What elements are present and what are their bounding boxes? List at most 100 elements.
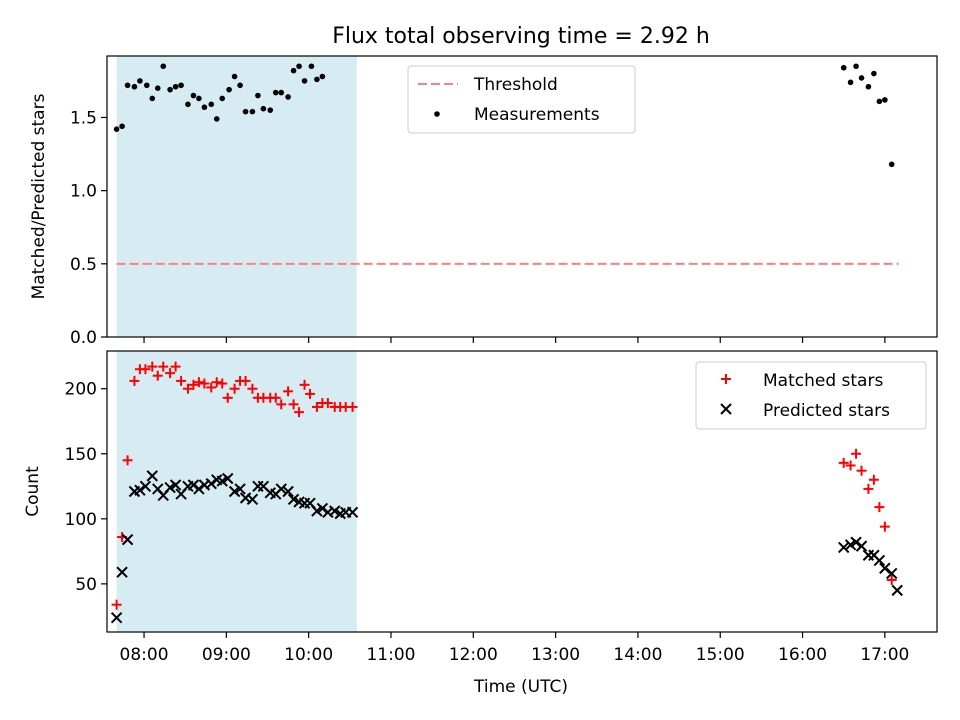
- matched-star-marker: [222, 392, 233, 403]
- measurement-point: [237, 82, 243, 89]
- predicted-star-marker-b: [322, 506, 334, 519]
- predicted-star-marker-b: [855, 540, 868, 552]
- x-axis-label: Time (UTC): [473, 677, 568, 697]
- x-tick-label: 15:00: [696, 645, 745, 665]
- predicted-star-marker-b: [228, 485, 241, 498]
- predicted-star-marker-b: [850, 536, 862, 548]
- measurement-point: [871, 70, 877, 77]
- matched-star-marker: [311, 401, 322, 412]
- measurement-point: [185, 101, 191, 108]
- predicted-star-marker-b: [198, 479, 211, 491]
- bottom-x-axis-ticks: 08:00 09:00 10:00 11:00 12:00 13:00 14:00 15:00…: [120, 632, 909, 665]
- matched-star-marker: [863, 483, 874, 494]
- measurement-point: [160, 63, 167, 70]
- measurement-point: [255, 92, 261, 99]
- top-x-axis-ticks: [143, 337, 886, 343]
- predicted-star-marker: [234, 483, 246, 495]
- predicted-star-marker: [316, 502, 329, 515]
- measurement-point: [314, 76, 320, 83]
- predicted-star-marker-b: [311, 505, 323, 517]
- predicted-star-marker-b: [304, 497, 316, 509]
- predicted-star-marker: [110, 611, 123, 624]
- x-tick-label: 17:00: [860, 645, 909, 665]
- predicted-star-marker: [311, 505, 323, 517]
- predicted-star-marker: [346, 506, 359, 519]
- predicted-star-marker: [116, 566, 128, 578]
- matched-star-marker: [856, 465, 867, 476]
- measurement-point: [876, 98, 883, 105]
- top-y-tick-label: 0.0: [70, 328, 97, 348]
- matched-star-marker: [217, 378, 228, 389]
- predicted-star-marker-b: [146, 470, 158, 482]
- legend-matched-marker: [721, 374, 731, 384]
- predicted-star-marker-b: [293, 496, 305, 508]
- predicted-star-marker: [855, 540, 868, 552]
- predicted-star-marker-b: [169, 479, 182, 491]
- predicted-star-marker: [891, 584, 903, 597]
- predicted-star-marker-b: [264, 487, 276, 499]
- matched-star-marker: [305, 388, 316, 399]
- x-tick-label: 10:00: [284, 645, 333, 665]
- predicted-star-marker-b: [110, 611, 123, 624]
- measurement-point: [143, 82, 150, 89]
- predicted-star-marker: [216, 475, 228, 487]
- measurement-point: [260, 105, 267, 112]
- bottom-y-tick-label: 150: [65, 445, 97, 465]
- measurement-point: [131, 83, 138, 90]
- bottom-panel: 50 100 150 200 08:00 09:00 10:00 11:00 12:00 13:…: [23, 350, 938, 665]
- measurement-point: [888, 161, 895, 168]
- matched-star-marker: [206, 382, 217, 393]
- measurement-point: [285, 94, 291, 100]
- x-tick-label: 13:00: [531, 645, 580, 665]
- predicted-star-marker-b: [879, 562, 891, 574]
- legend-matched-label: Matched stars: [763, 371, 883, 391]
- predicted-star-marker-b: [886, 567, 898, 580]
- measurement-point: [853, 63, 859, 70]
- legend-predicted-marker-b: [720, 403, 732, 415]
- matched-star-marker: [299, 379, 310, 390]
- predicted-star-marker-b: [193, 483, 205, 495]
- predicted-star-marker: [164, 481, 176, 494]
- measurement-point: [167, 86, 173, 93]
- predicted-star-marker-b: [275, 483, 287, 495]
- matched-star-marker: [182, 383, 193, 394]
- predicted-star-marker: [844, 539, 857, 551]
- bottom-axes-frame: [106, 350, 938, 633]
- chart-title: Flux total observing time = 2.92 h: [332, 24, 710, 49]
- x-tick-label: 12:00: [449, 645, 498, 665]
- legend-threshold-label: Threshold: [473, 75, 558, 95]
- measurement-point: [267, 107, 274, 113]
- predicted-star-marker: [134, 484, 146, 496]
- measurement-point: [840, 64, 847, 71]
- legend-measurements-swatch: [434, 111, 440, 117]
- matched-star-marker: [165, 368, 176, 379]
- predicted-stars-markers: [110, 470, 903, 624]
- measurement-point: [231, 73, 238, 80]
- measurement-point: [278, 89, 285, 96]
- matched-star-marker: [193, 377, 204, 388]
- predicted-star-marker-b: [838, 541, 850, 554]
- matched-star-marker: [838, 457, 849, 468]
- measurement-point: [308, 63, 315, 70]
- predicted-star-marker: [275, 483, 287, 495]
- measurement-point: [301, 78, 308, 84]
- matched-star-marker: [868, 474, 879, 485]
- measurement-point: [319, 73, 326, 80]
- x-tick-label: 14:00: [613, 645, 662, 665]
- bottom-y-tick-label: 200: [65, 380, 97, 400]
- predicted-star-marker-b: [205, 477, 217, 490]
- matched-star-marker: [247, 383, 258, 394]
- predicted-star-marker: [193, 483, 205, 495]
- predicted-star-marker: [121, 533, 134, 546]
- predicted-star-marker-b: [164, 481, 176, 494]
- matched-star-marker: [140, 364, 151, 375]
- predicted-star-marker-b: [222, 472, 234, 485]
- measurement-point: [865, 83, 872, 90]
- top-y-tick-label: 1.5: [70, 108, 97, 128]
- predicted-star-marker: [879, 562, 891, 574]
- top-panel: 0.0 0.5 1.0 1.5 Matched/Predicted stars Thr…: [29, 55, 938, 348]
- predicted-star-marker-b: [134, 484, 146, 496]
- measurement-point: [847, 79, 854, 86]
- measurement-point: [882, 97, 888, 103]
